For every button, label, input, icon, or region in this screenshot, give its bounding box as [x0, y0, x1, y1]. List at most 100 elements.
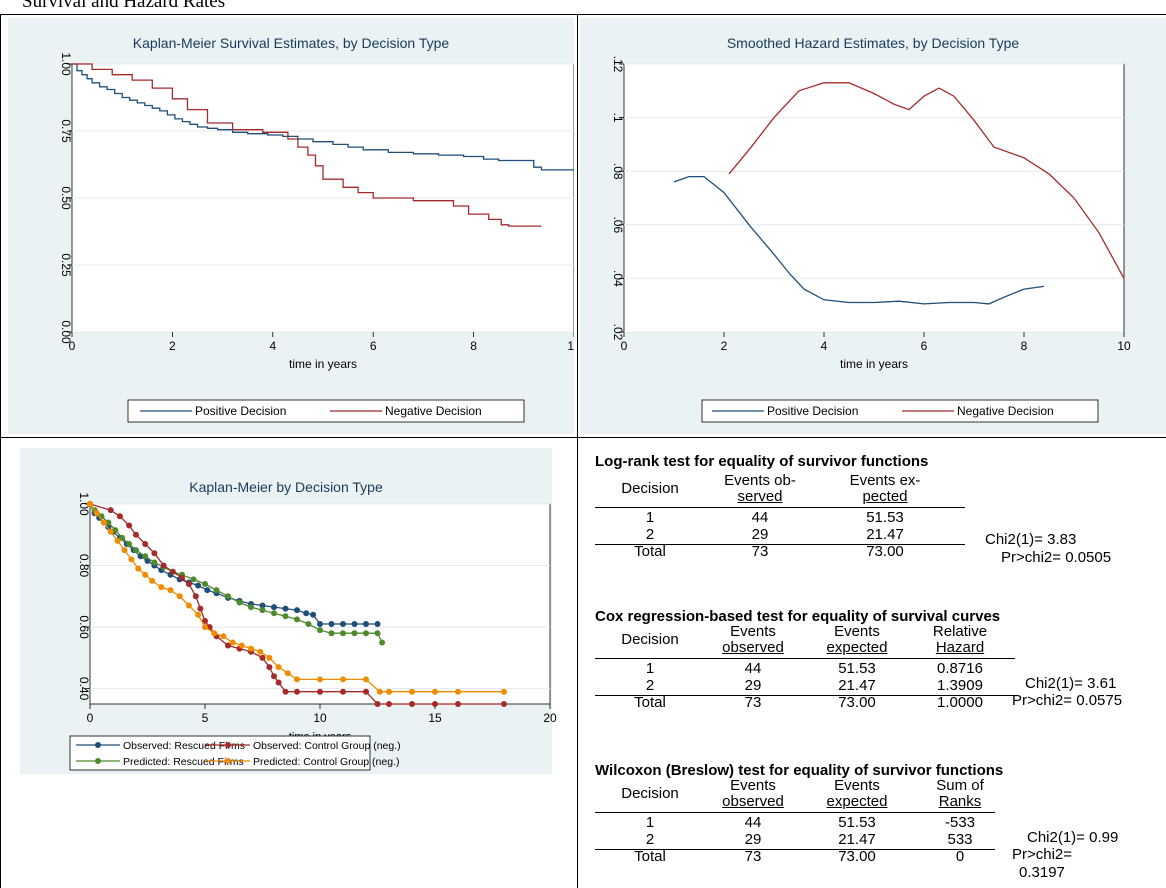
- data-point: [284, 670, 291, 677]
- x-tick-label: 0: [621, 339, 628, 353]
- data-point: [112, 527, 119, 534]
- data-point: [259, 607, 266, 614]
- data-point: [275, 679, 282, 686]
- data-point: [282, 605, 289, 612]
- data-point: [432, 688, 438, 695]
- test-statistic: Chi2(1)= 0.99: [1027, 829, 1119, 846]
- table-cell: 73: [744, 848, 762, 865]
- data-point: [303, 610, 310, 617]
- data-point: [142, 553, 149, 560]
- table-cell: 21.47: [838, 677, 876, 694]
- data-point: [185, 602, 192, 609]
- frame-top-border: [0, 14, 1166, 15]
- data-point: [126, 541, 133, 547]
- test-statistic: Pr>chi2= 0.0575: [1012, 692, 1123, 709]
- test-statistic: Chi2(1)= 3.61: [1025, 675, 1117, 692]
- data-point: [266, 654, 273, 661]
- plot-area: [623, 63, 1125, 333]
- data-point: [179, 574, 185, 581]
- header-rule: [595, 658, 1015, 659]
- x-axis-label: time in years: [840, 357, 908, 371]
- column-header-line: expected: [826, 793, 888, 810]
- data-point: [328, 630, 335, 637]
- data-point: [455, 688, 461, 695]
- x-tick-label: 4: [821, 339, 828, 353]
- data-point: [142, 541, 149, 547]
- test-statistic: Pr>chi2=: [1012, 846, 1073, 863]
- data-point: [340, 630, 346, 637]
- legend-box: [701, 399, 1099, 423]
- logrank-title: Log-rank test for equality of survivor f…: [595, 453, 929, 470]
- data-point: [351, 621, 358, 627]
- data-point: [455, 701, 461, 707]
- data-point: [213, 587, 220, 594]
- y-tick-label: 0.60: [77, 615, 91, 639]
- column-header-line: Events: [834, 777, 880, 794]
- data-point: [116, 513, 123, 520]
- data-point: [317, 627, 323, 634]
- data-point: [379, 639, 386, 646]
- data-point: [363, 621, 369, 627]
- data-point: [190, 576, 197, 583]
- table-cell: 1.0000: [937, 694, 983, 711]
- table-cell: 73.00: [838, 848, 876, 865]
- data-point: [126, 522, 133, 529]
- test-statistic: Chi2(1)= 3.83: [985, 531, 1077, 548]
- y-tick-label: .12: [611, 56, 625, 73]
- data-point: [133, 547, 139, 554]
- data-point: [192, 593, 199, 600]
- series-line: [89, 503, 504, 705]
- cox-test-table: Cox regression-based test for equality o…: [595, 608, 1166, 743]
- km-decision-type-chart: Kaplan-Meier by Decision Type 0.40 0.60 0.8…: [20, 448, 557, 774]
- x-tick-label: 2: [721, 339, 728, 353]
- y-tick-label: 0.00: [59, 320, 73, 344]
- table-cell: 73.00: [866, 543, 904, 560]
- x-tick-label: 10: [1117, 339, 1131, 353]
- table-cell: 51.53: [866, 509, 904, 526]
- legend-marker: [225, 742, 231, 748]
- data-point: [275, 664, 282, 671]
- legend-label: Positive Decision: [195, 404, 286, 418]
- data-point: [195, 582, 202, 589]
- data-point: [135, 565, 142, 572]
- column-header: Relative Hazard: [915, 624, 1005, 656]
- legend-label: Negative Decision: [957, 404, 1054, 418]
- column-header: Events ob-served: [705, 473, 815, 505]
- data-point: [225, 642, 231, 649]
- data-point: [100, 519, 107, 526]
- x-tick-label: 6: [370, 339, 377, 353]
- table-cell: Total: [634, 543, 666, 560]
- column-header: Decision: [621, 480, 679, 497]
- data-point: [236, 599, 243, 606]
- data-point: [317, 676, 323, 683]
- table-cell: 29: [751, 526, 769, 543]
- data-point: [229, 639, 236, 646]
- data-point: [149, 577, 156, 584]
- data-point: [238, 642, 245, 649]
- data-point: [317, 621, 323, 627]
- data-point: [310, 611, 317, 618]
- column-header-line: observed: [722, 793, 784, 810]
- logrank-test-table: Log-rank test for equality of survivor f…: [595, 453, 1166, 588]
- data-point: [107, 507, 114, 514]
- legend-marker: [95, 758, 101, 764]
- series-line: [728, 82, 1125, 279]
- data-point: [363, 676, 369, 683]
- data-point: [225, 593, 231, 600]
- data-point: [501, 688, 507, 695]
- data-point: [271, 610, 277, 617]
- table-cell: 2: [645, 677, 655, 694]
- header-rule: [595, 507, 965, 508]
- column-header: Decision: [621, 631, 679, 648]
- legend-label: Observed: Rescued Firms: [123, 740, 245, 752]
- data-point: [409, 688, 415, 695]
- table-cell: 29: [744, 831, 762, 848]
- y-tick-label: 0.25: [59, 253, 73, 277]
- y-tick-label: .1: [611, 113, 625, 123]
- column-header-line: Events: [730, 777, 776, 794]
- chart-title: Smoothed Hazard Estimates, by Decision T…: [727, 35, 1020, 51]
- legend-label: Positive Decision: [767, 404, 858, 418]
- x-tick-label: 15: [428, 711, 442, 725]
- y-tick-label: .04: [611, 270, 625, 287]
- data-point: [294, 607, 300, 614]
